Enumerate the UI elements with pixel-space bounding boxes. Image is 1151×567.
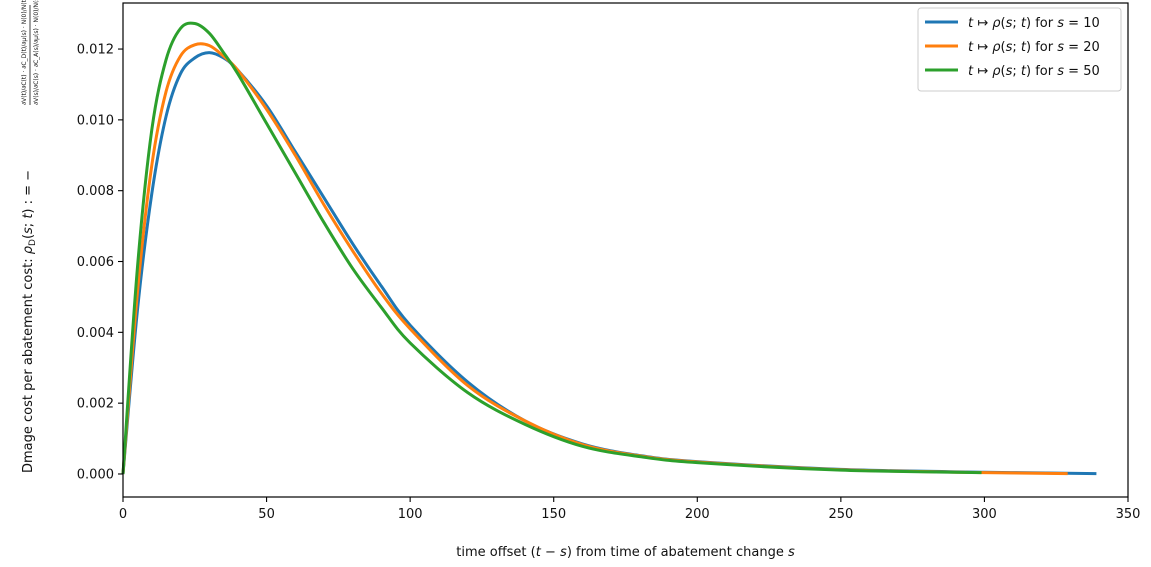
y-axis-label-args: ( xyxy=(21,234,36,239)
legend-entry-s10: t ↦ ρ(s; t) for s = 10 xyxy=(968,16,1100,31)
legend-box xyxy=(917,7,1122,92)
y-axis-label-rho: ρ xyxy=(21,245,36,254)
plot-lines xyxy=(121,21,1097,476)
x-tick-label-0: 0 xyxy=(119,507,127,522)
x-tick-label-50: 50 xyxy=(258,507,275,522)
y-axis-label-numerator: ∂V(t)/∂C(t) · ∂C_D(t)/∂μ(s) · N(0)/N(t) xyxy=(21,0,28,105)
legend-entry-s10-t2: t xyxy=(1021,16,1027,31)
legend-entry-s20-semi: ; xyxy=(1012,40,1021,55)
plot-frame xyxy=(122,2,1129,498)
x-axis-label-var-t: t xyxy=(536,545,542,560)
y-tick-label-0.002: 0.002 xyxy=(77,397,114,412)
legend-entry-s50-val: = 50 xyxy=(1064,64,1100,79)
legend-entry-s10-s2: s xyxy=(1057,16,1064,31)
legend-entry-s50-s2: s xyxy=(1057,64,1064,79)
y-tick-label-0.008: 0.008 xyxy=(77,184,114,199)
legend-entry-s50: t ↦ ρ(s; t) for s = 50 xyxy=(968,64,1100,79)
legend-entry-s20-rho: ρ xyxy=(992,40,1001,55)
series-line-2 xyxy=(121,21,982,475)
y-tick-label-0.000: 0.000 xyxy=(77,467,114,482)
y-axis-label-text: Dmage cost per abatement cost: ρD(s; t) … xyxy=(21,170,38,473)
legend: t ↦ ρ(s; t) for s = 10 t ↦ ρ(s; t) for s… xyxy=(917,7,1122,92)
y-axis-label-s: s xyxy=(21,227,36,234)
legend-entry-s10-close: ) for xyxy=(1026,16,1057,31)
legend-entry-s50-t2: t xyxy=(1021,64,1027,79)
legend-entry-s50-s: s xyxy=(1006,64,1013,79)
legend-entry-s50-close: ) for xyxy=(1026,64,1057,79)
legend-entry-s20-val: = 20 xyxy=(1064,40,1100,55)
y-tick-label-0.010: 0.010 xyxy=(77,113,114,128)
legend-entry-s10-s: s xyxy=(1006,16,1013,31)
legend-entry-s10-val: = 10 xyxy=(1064,16,1100,31)
x-tick-label-250: 250 xyxy=(828,507,853,522)
legend-entry-s20-open: ( xyxy=(1001,40,1006,55)
x-tick-label-300: 300 xyxy=(972,507,997,522)
legend-entry-s20-t: t xyxy=(968,40,974,55)
legend-entry-s10-open: ( xyxy=(1001,16,1006,31)
x-axis-label: time offset (t − s) from time of abateme… xyxy=(456,545,795,560)
legend-entry-s50-rho: ρ xyxy=(992,64,1001,79)
legend-entry-s10-t: t xyxy=(968,16,974,31)
legend-entry-s10-semi: ; xyxy=(1012,16,1021,31)
y-axis-label-semi: ; xyxy=(21,219,36,228)
y-tick-label-0.004: 0.004 xyxy=(77,326,114,341)
y-axis-label: Dmage cost per abatement cost: ρD(s; t) … xyxy=(21,0,40,473)
legend-entry-s20-map: ↦ xyxy=(973,40,992,55)
y-axis: 0.000 0.002 0.004 0.006 0.008 0.010 0.012 xyxy=(77,43,123,482)
y-tick-label-0.012: 0.012 xyxy=(77,43,114,58)
y-axis-label-sub: D xyxy=(28,239,38,246)
legend-entry-s50-map: ↦ xyxy=(973,64,992,79)
y-axis-label-denominator: ∂V(s)/∂C(s) · ∂C_A(s)/∂μ(s) · N(0)/N(s) xyxy=(33,0,40,105)
legend-entry-s20: t ↦ ρ(s; t) for s = 20 xyxy=(968,40,1100,55)
legend-entry-s10-map: ↦ xyxy=(973,16,992,31)
y-tick-label-0.006: 0.006 xyxy=(77,255,114,270)
legend-entry-s20-t2: t xyxy=(1021,40,1027,55)
legend-entry-s50-open: ( xyxy=(1001,64,1006,79)
x-tick-label-100: 100 xyxy=(398,507,423,522)
y-axis-label-t: t xyxy=(21,213,36,219)
legend-entry-s50-t: t xyxy=(968,64,974,79)
x-axis-label-var-s-2: s xyxy=(788,545,795,560)
x-axis-label-part-2: − xyxy=(541,545,560,560)
legend-entry-s50-semi: ; xyxy=(1012,64,1021,79)
y-axis-label-close: ) : = − xyxy=(21,170,36,214)
x-tick-label-150: 150 xyxy=(541,507,566,522)
x-tick-label-200: 200 xyxy=(685,507,710,522)
x-axis-label-part-3: ) from time of abatement change xyxy=(567,545,788,560)
x-axis-label-var-s: s xyxy=(560,545,567,560)
x-axis-label-part-1: time offset ( xyxy=(456,545,536,560)
legend-entry-s20-s: s xyxy=(1006,40,1013,55)
legend-entry-s20-close: ) for xyxy=(1026,40,1057,55)
y-axis-label-part-1: Dmage cost per abatement cost: xyxy=(21,254,36,473)
legend-entry-s10-rho: ρ xyxy=(992,16,1001,31)
x-axis: 0 50 100 150 200 250 300 350 xyxy=(119,497,1141,522)
legend-entry-s20-s2: s xyxy=(1057,40,1064,55)
x-tick-label-350: 350 xyxy=(1116,507,1141,522)
